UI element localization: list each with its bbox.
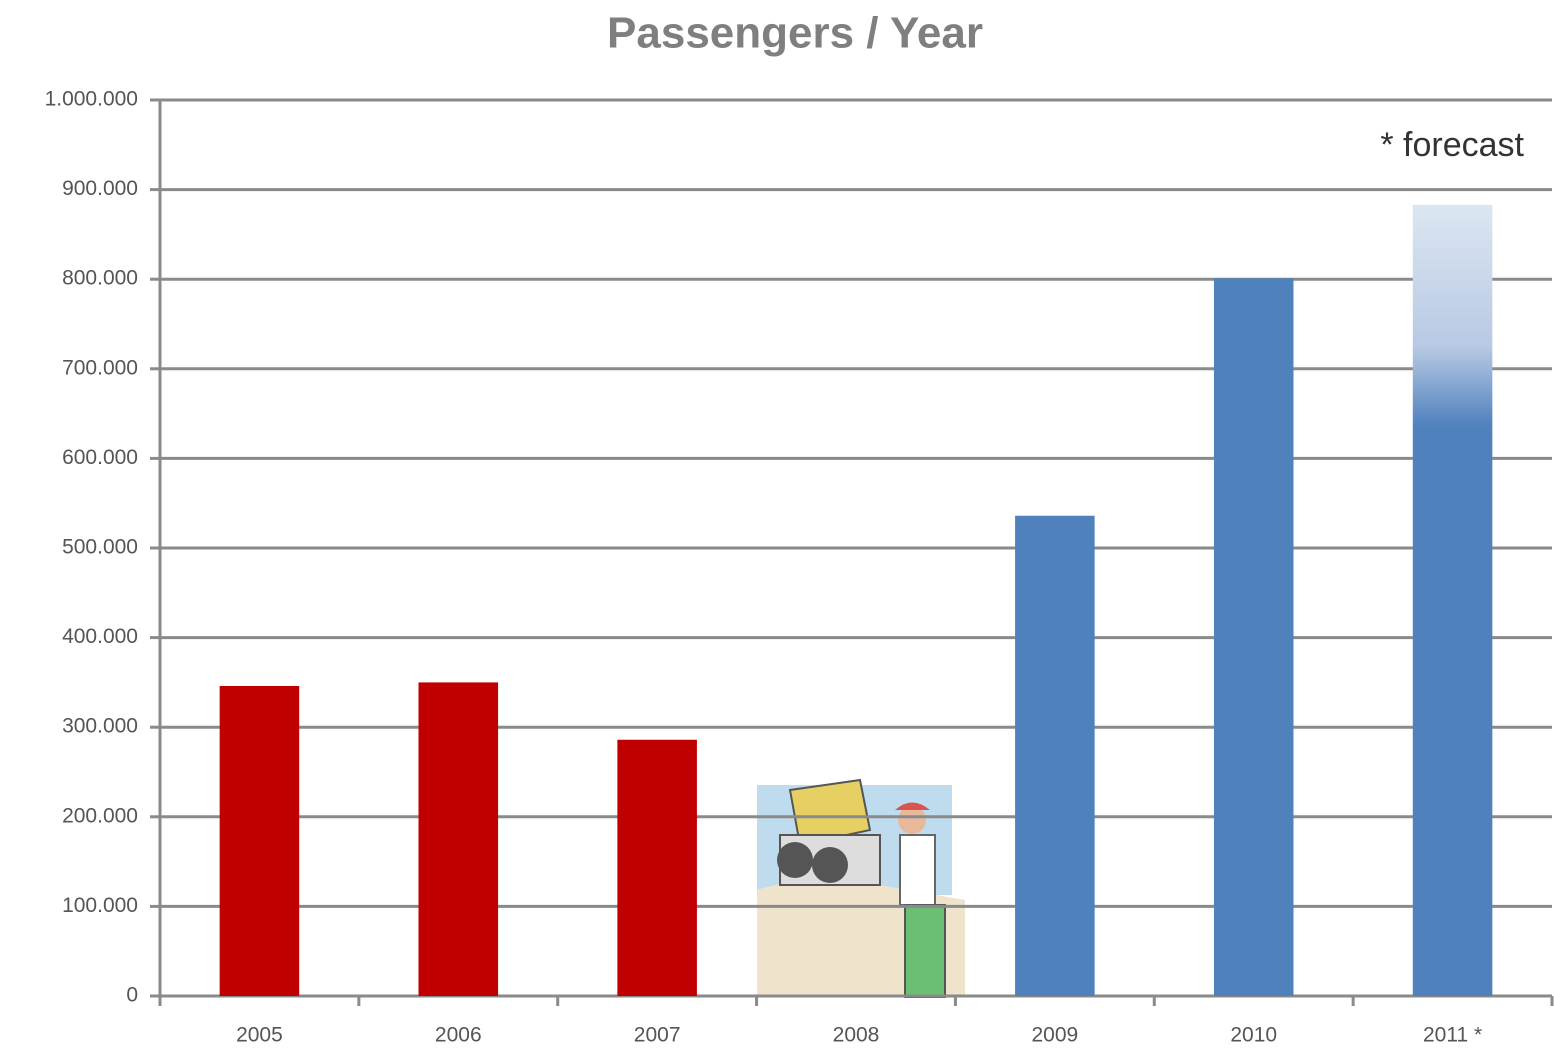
y-tick-label: 200.000	[62, 804, 138, 827]
x-tick-label: 2008	[833, 1024, 880, 1047]
x-tick-label: 2005	[236, 1024, 283, 1047]
bar	[1015, 516, 1095, 996]
y-tick-label: 100.000	[62, 894, 138, 917]
y-tick-label: 500.000	[62, 536, 138, 559]
chart-title: Passengers / Year	[607, 9, 983, 58]
x-tick-label: 2006	[435, 1024, 482, 1047]
bar	[220, 686, 300, 996]
y-tick-label: 400.000	[62, 625, 138, 648]
y-tick-label: 600.000	[62, 446, 138, 469]
x-tick-label: 2010	[1230, 1024, 1277, 1047]
x-tick-label: 2007	[634, 1024, 681, 1047]
bar	[1214, 278, 1294, 996]
bar	[617, 740, 697, 996]
x-tick-label: 2011 *	[1423, 1024, 1482, 1047]
annotation: * forecast	[1380, 126, 1524, 164]
bar	[419, 682, 499, 996]
clipart	[757, 780, 965, 997]
y-tick-label: 700.000	[62, 356, 138, 379]
y-tick-label: 300.000	[62, 715, 138, 738]
y-tick-label: 1.000.000	[45, 88, 138, 111]
y-tick-label: 900.000	[62, 177, 138, 200]
bar	[1413, 205, 1493, 996]
y-tick-label: 800.000	[62, 267, 138, 290]
chart: Passengers / Year * forecast 0 100.000 200…	[0, 0, 1554, 1051]
y-tick-label: 0	[126, 984, 138, 1007]
x-tick-label: 2009	[1031, 1024, 1078, 1047]
